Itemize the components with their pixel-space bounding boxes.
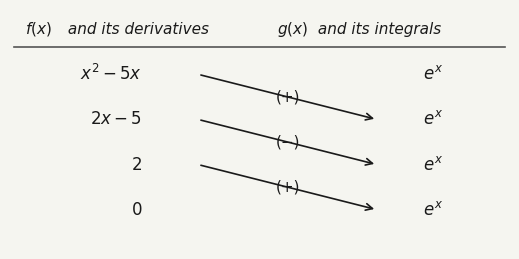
Text: (+): (+) (276, 89, 300, 104)
Text: $e^x$: $e^x$ (423, 156, 443, 174)
Text: and its derivatives: and its derivatives (63, 22, 209, 37)
Text: (+): (+) (276, 180, 300, 195)
Text: $e^x$: $e^x$ (423, 111, 443, 128)
Text: $g(x)$: $g(x)$ (277, 20, 309, 39)
Text: $2$: $2$ (131, 156, 142, 174)
Text: and its integrals: and its integrals (313, 22, 441, 37)
Text: (−): (−) (276, 134, 300, 149)
Text: $0$: $0$ (131, 201, 142, 219)
Text: $2x - 5$: $2x - 5$ (90, 111, 142, 128)
Text: $e^x$: $e^x$ (423, 201, 443, 219)
Text: $x^2 - 5x$: $x^2 - 5x$ (80, 64, 142, 84)
Text: $f(x)$: $f(x)$ (24, 20, 51, 38)
Text: $e^x$: $e^x$ (423, 65, 443, 83)
